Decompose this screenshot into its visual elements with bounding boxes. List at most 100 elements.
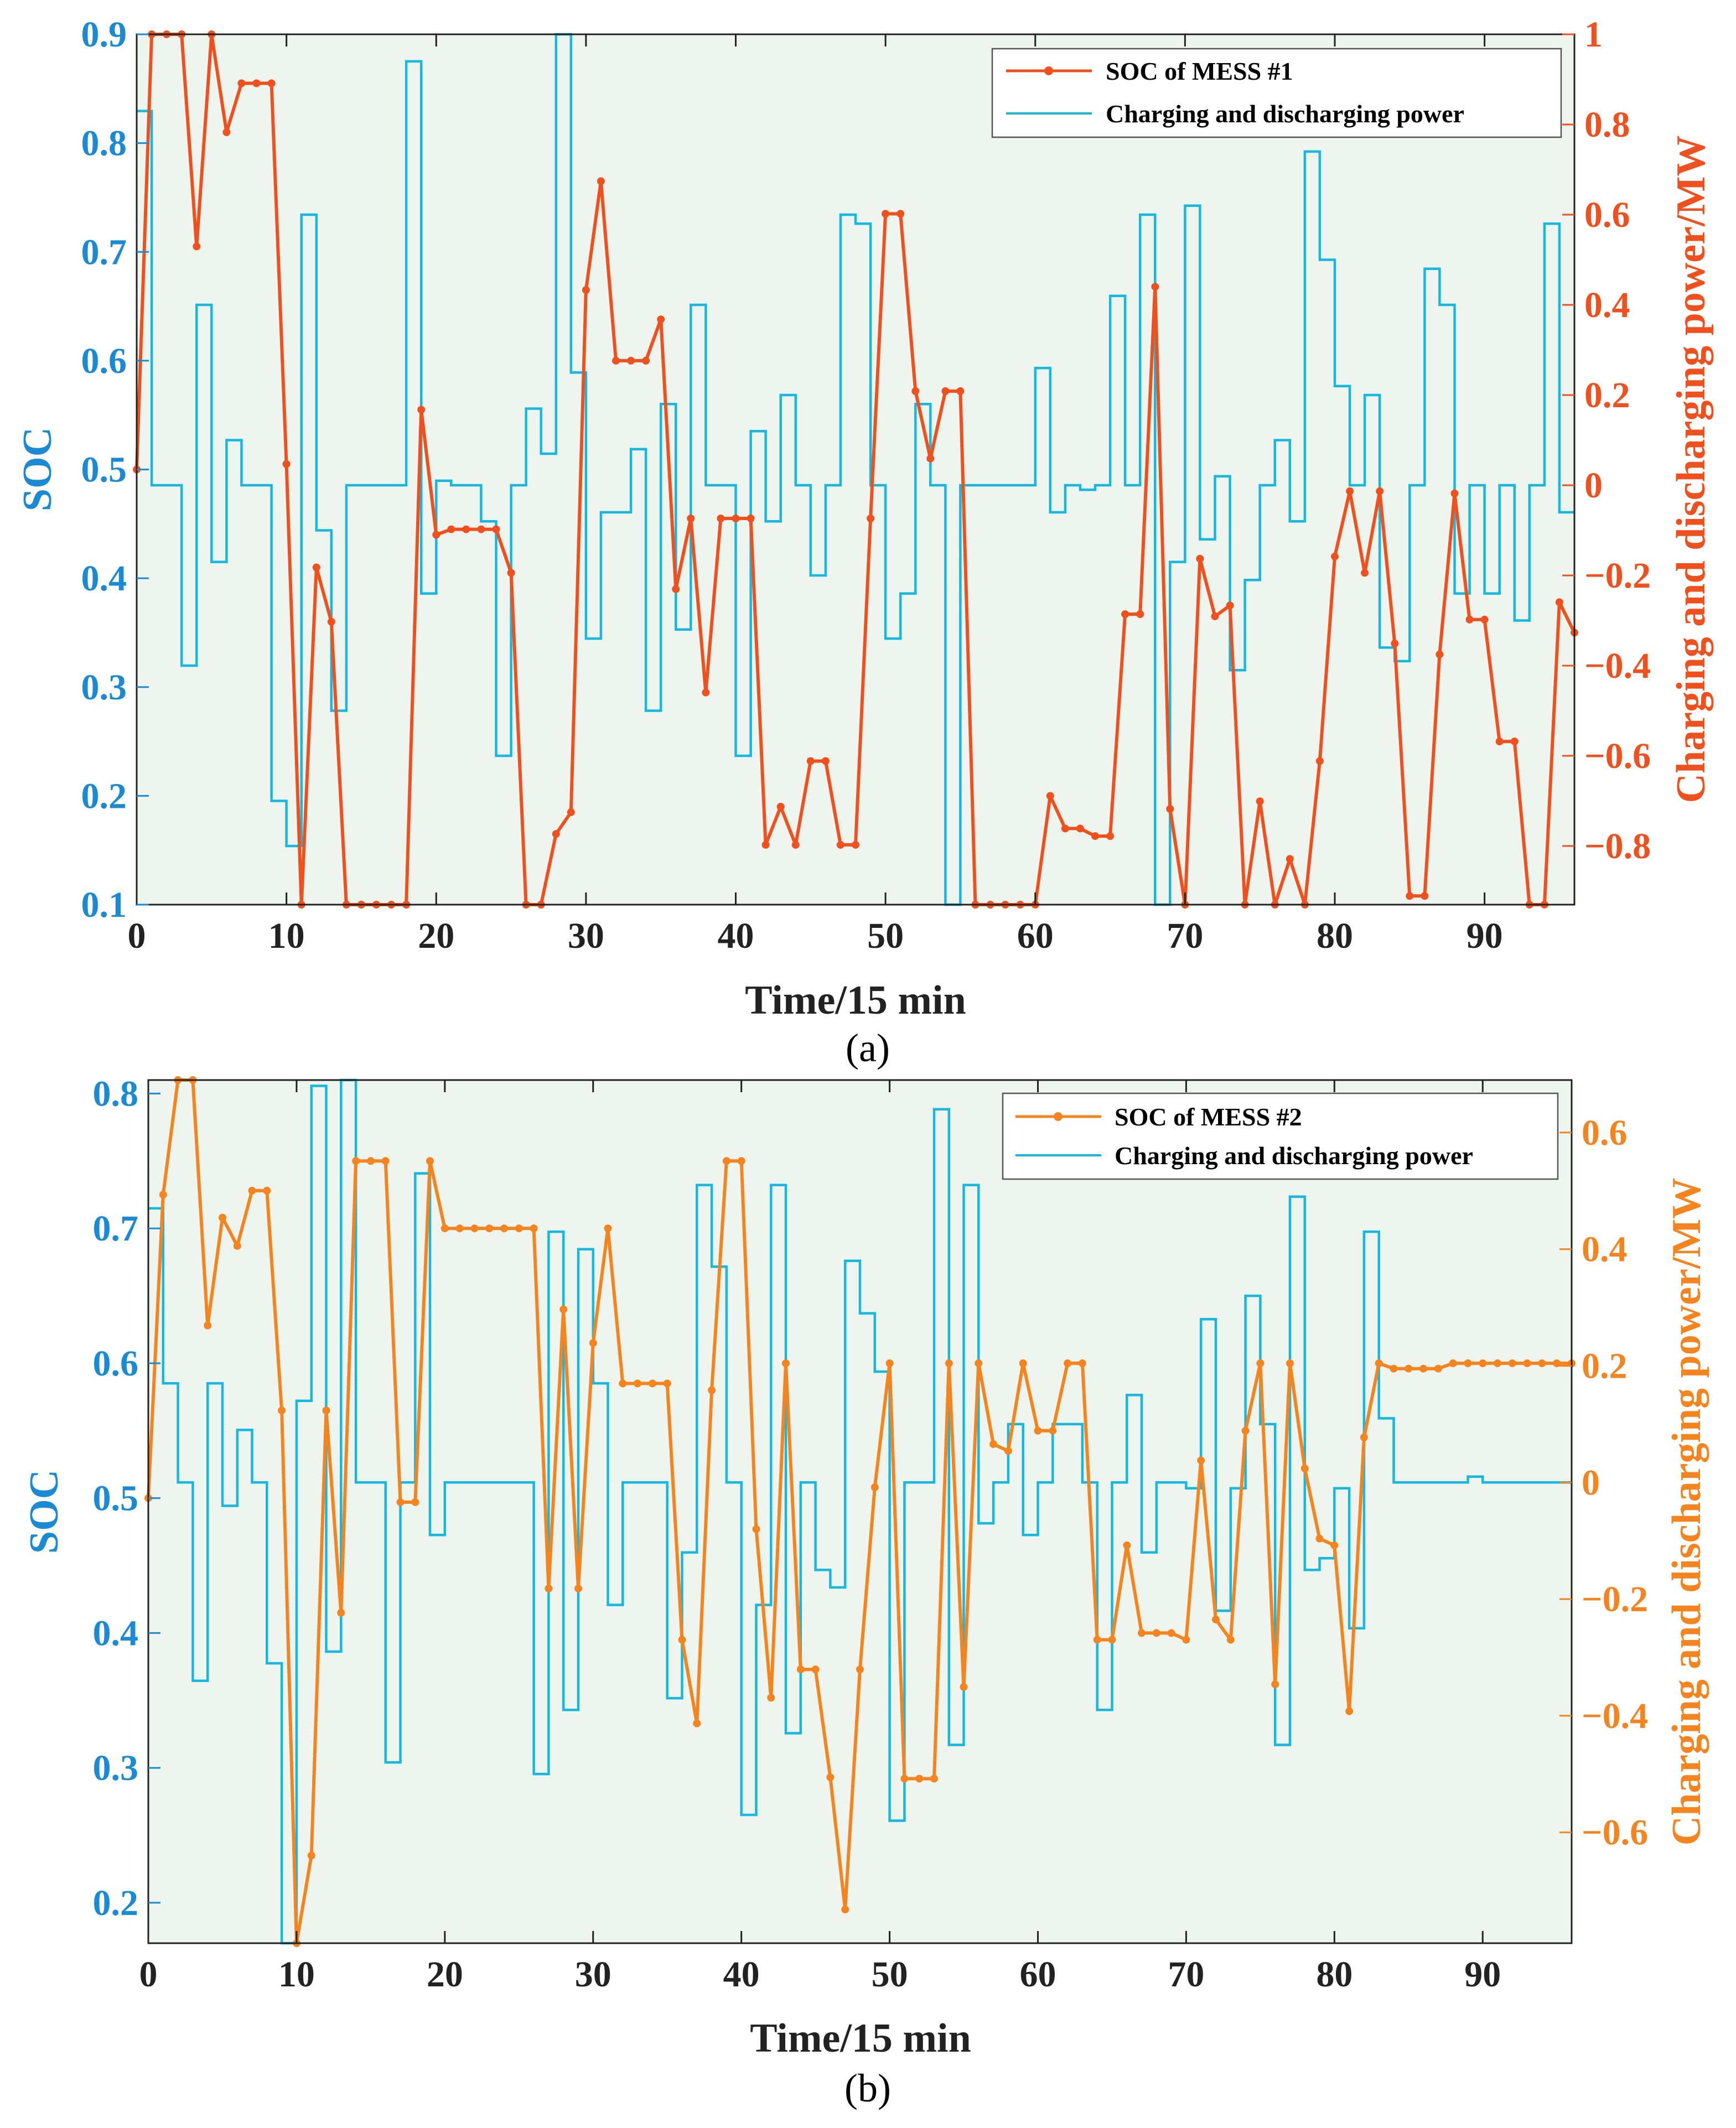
- panel-b-legend-box: [1002, 1092, 1559, 1180]
- panel-a-soc-point-39: [717, 515, 725, 522]
- panel-a-soc-point-68: [1151, 283, 1159, 291]
- panel-b-soc-point-64: [1093, 1636, 1101, 1644]
- panel-b-soc-point-41: [752, 1525, 760, 1533]
- panel-a-soc-point-65: [1106, 832, 1115, 840]
- panel-a-left-tick-label-0.6: 0.6: [81, 341, 127, 381]
- panel-a-right-axis-label: Charging and discharging power/MW: [1668, 136, 1714, 803]
- panel-b-soc-point-60: [1034, 1426, 1042, 1435]
- panel-b-x-tick-label-40: 40: [723, 1954, 760, 1995]
- panel-b-soc-point-58: [1004, 1447, 1012, 1455]
- panel-b-left-tick-label-0.4: 0.4: [93, 1613, 139, 1653]
- panel-b-x-tick-label-10: 10: [278, 1954, 315, 1995]
- panel-b-legend: SOC of MESS #2 Charging and discharging …: [1002, 1092, 1559, 1180]
- panel-a-soc-point-51: [896, 210, 905, 218]
- panel-a: 0 10 20 30 40 50 60 70 80 90 0.10.20.30.40.50.60.…: [15, 14, 1714, 1070]
- panel-a-right-tick-label--0.4: −0.4: [1584, 646, 1651, 686]
- panel-b-left-tick-label-0.6: 0.6: [93, 1343, 139, 1384]
- panel-b-soc-point-52: [915, 1774, 924, 1783]
- panel-a-soc-point-90: [1480, 615, 1489, 624]
- panel-b-soc-point-70: [1182, 1636, 1190, 1644]
- panel-a-soc-point-81: [1346, 487, 1354, 495]
- panel-a-plot-area: [137, 34, 1574, 905]
- panel-a-soc-point-30: [582, 286, 590, 294]
- panel-b-soc-point-42: [767, 1694, 775, 1702]
- panel-a-soc-point-44: [791, 840, 800, 849]
- panel-a-right-tick-label-0.8: 0.8: [1584, 105, 1630, 145]
- panel-a-soc-point-95: [1555, 598, 1563, 606]
- panel-b-right-tick-label-0.6: 0.6: [1582, 1113, 1628, 1153]
- panel-b-soc-point-25: [515, 1224, 523, 1233]
- panel-b-soc-point-24: [500, 1224, 508, 1233]
- panel-b-legend-soc-marker: [1054, 1112, 1063, 1121]
- panel-a-legend-power-text: Charging and discharging power: [1106, 100, 1464, 128]
- panel-b-soc-point-73: [1226, 1636, 1235, 1644]
- panel-a-x-tick-label-90: 90: [1466, 916, 1503, 956]
- panel-b-soc-point-59: [1019, 1359, 1027, 1367]
- panel-a-x-tick-label-0: 0: [128, 916, 146, 956]
- panel-b-soc-point-72: [1212, 1616, 1220, 1623]
- panel-b-x-tick-label-50: 50: [872, 1954, 908, 1995]
- panel-b-right-axis-label: Charging and discharging power/MW: [1664, 1178, 1709, 1846]
- panel-a-x-tick-label-80: 80: [1317, 916, 1353, 956]
- panel-b-soc-point-5: [219, 1213, 226, 1222]
- panel-b-plot-area: [148, 1080, 1572, 1943]
- panel-a-soc-point-23: [477, 525, 485, 533]
- panel-a-soc-point-72: [1211, 612, 1219, 620]
- panel-b-soc-point-7: [248, 1186, 256, 1195]
- panel-b-soc-point-13: [337, 1608, 345, 1617]
- panel-a-soc-point-37: [687, 515, 695, 522]
- panel-a-x-tick-label-70: 70: [1167, 916, 1203, 956]
- panel-b-soc-point-51: [900, 1774, 909, 1783]
- panel-b-soc-point-29: [574, 1584, 582, 1592]
- panel-a-soc-point-79: [1315, 757, 1324, 765]
- panel-b-soc-point-37: [693, 1719, 701, 1727]
- panel-b-x-tick-label-30: 30: [575, 1954, 612, 1995]
- panel-b-label: (b): [844, 2066, 891, 2110]
- panel-a-soc-point-19: [417, 406, 426, 414]
- panel-a-soc-point-75: [1256, 797, 1264, 806]
- panel-a-soc-point-64: [1091, 832, 1099, 840]
- panel-b-soc-point-71: [1197, 1456, 1205, 1465]
- panel-a-soc-point-85: [1406, 892, 1414, 900]
- panel-a-right-tick-label-0.2: 0.2: [1584, 375, 1630, 416]
- panel-b-soc-point-50: [885, 1359, 894, 1367]
- panel-a-soc-point-7: [237, 79, 246, 87]
- panel-b-right-tick-label-0.4: 0.4: [1582, 1229, 1628, 1270]
- panel-a-x-tick-label-10: 10: [268, 916, 305, 956]
- panel-b-soc-point-17: [396, 1498, 405, 1506]
- panel-b-soc-point-8: [263, 1186, 271, 1195]
- panel-a-soc-point-6: [222, 128, 231, 136]
- panel-b-soc-point-11: [307, 1851, 315, 1860]
- panel-a-power-stairs-line: [137, 33, 1574, 906]
- panel-a-x-tick-label-50: 50: [867, 916, 904, 956]
- panel-b-soc-point-74: [1241, 1426, 1250, 1435]
- panel-b-soc-layer: [144, 1076, 1576, 1947]
- panel-a-right-tick-label-1: 1: [1584, 14, 1603, 55]
- panel-a-right-tick-label-0.4: 0.4: [1584, 285, 1630, 325]
- panel-b-x-tick-label-70: 70: [1168, 1954, 1204, 1995]
- panel-a-soc-point-84: [1391, 640, 1399, 648]
- panel-a-soc-point-25: [507, 569, 515, 577]
- panel-a-soc-point-50: [882, 210, 890, 218]
- panel-b-left-tick-label-0.7: 0.7: [93, 1208, 139, 1249]
- panel-a-soc-point-91: [1495, 738, 1504, 746]
- panel-a-soc-point-42: [761, 840, 770, 849]
- panel-b-soc-point-80: [1330, 1541, 1339, 1549]
- panel-a-soc-point-32: [612, 356, 620, 365]
- panel-a-soc-point-43: [776, 803, 785, 811]
- panel-a-soc-point-29: [567, 808, 575, 816]
- panel-b-right-tick-label--0.2: −0.2: [1582, 1579, 1648, 1620]
- panel-b-power-stairs-line: [148, 1078, 1572, 1945]
- panel-b-left-tick-label-0.2: 0.2: [93, 1883, 139, 1923]
- panel-b-soc-point-78: [1300, 1465, 1309, 1472]
- panel-a-power-stairs-layer: [137, 33, 1574, 906]
- panel-a-soc-point-54: [941, 387, 950, 395]
- panel-a-right-tick-label--0.6: −0.6: [1584, 736, 1651, 776]
- panel-a-soc-point-38: [702, 688, 710, 697]
- panel-b-soc-point-90: [1479, 1359, 1487, 1367]
- panel-a-legend-box: [991, 48, 1562, 138]
- panel-a-right-tick-label--0.8: −0.8: [1584, 826, 1651, 866]
- panel-b-soc-point-15: [366, 1157, 375, 1165]
- panel-b-soc-point-87: [1434, 1364, 1442, 1373]
- panel-b-soc-point-75: [1256, 1359, 1265, 1367]
